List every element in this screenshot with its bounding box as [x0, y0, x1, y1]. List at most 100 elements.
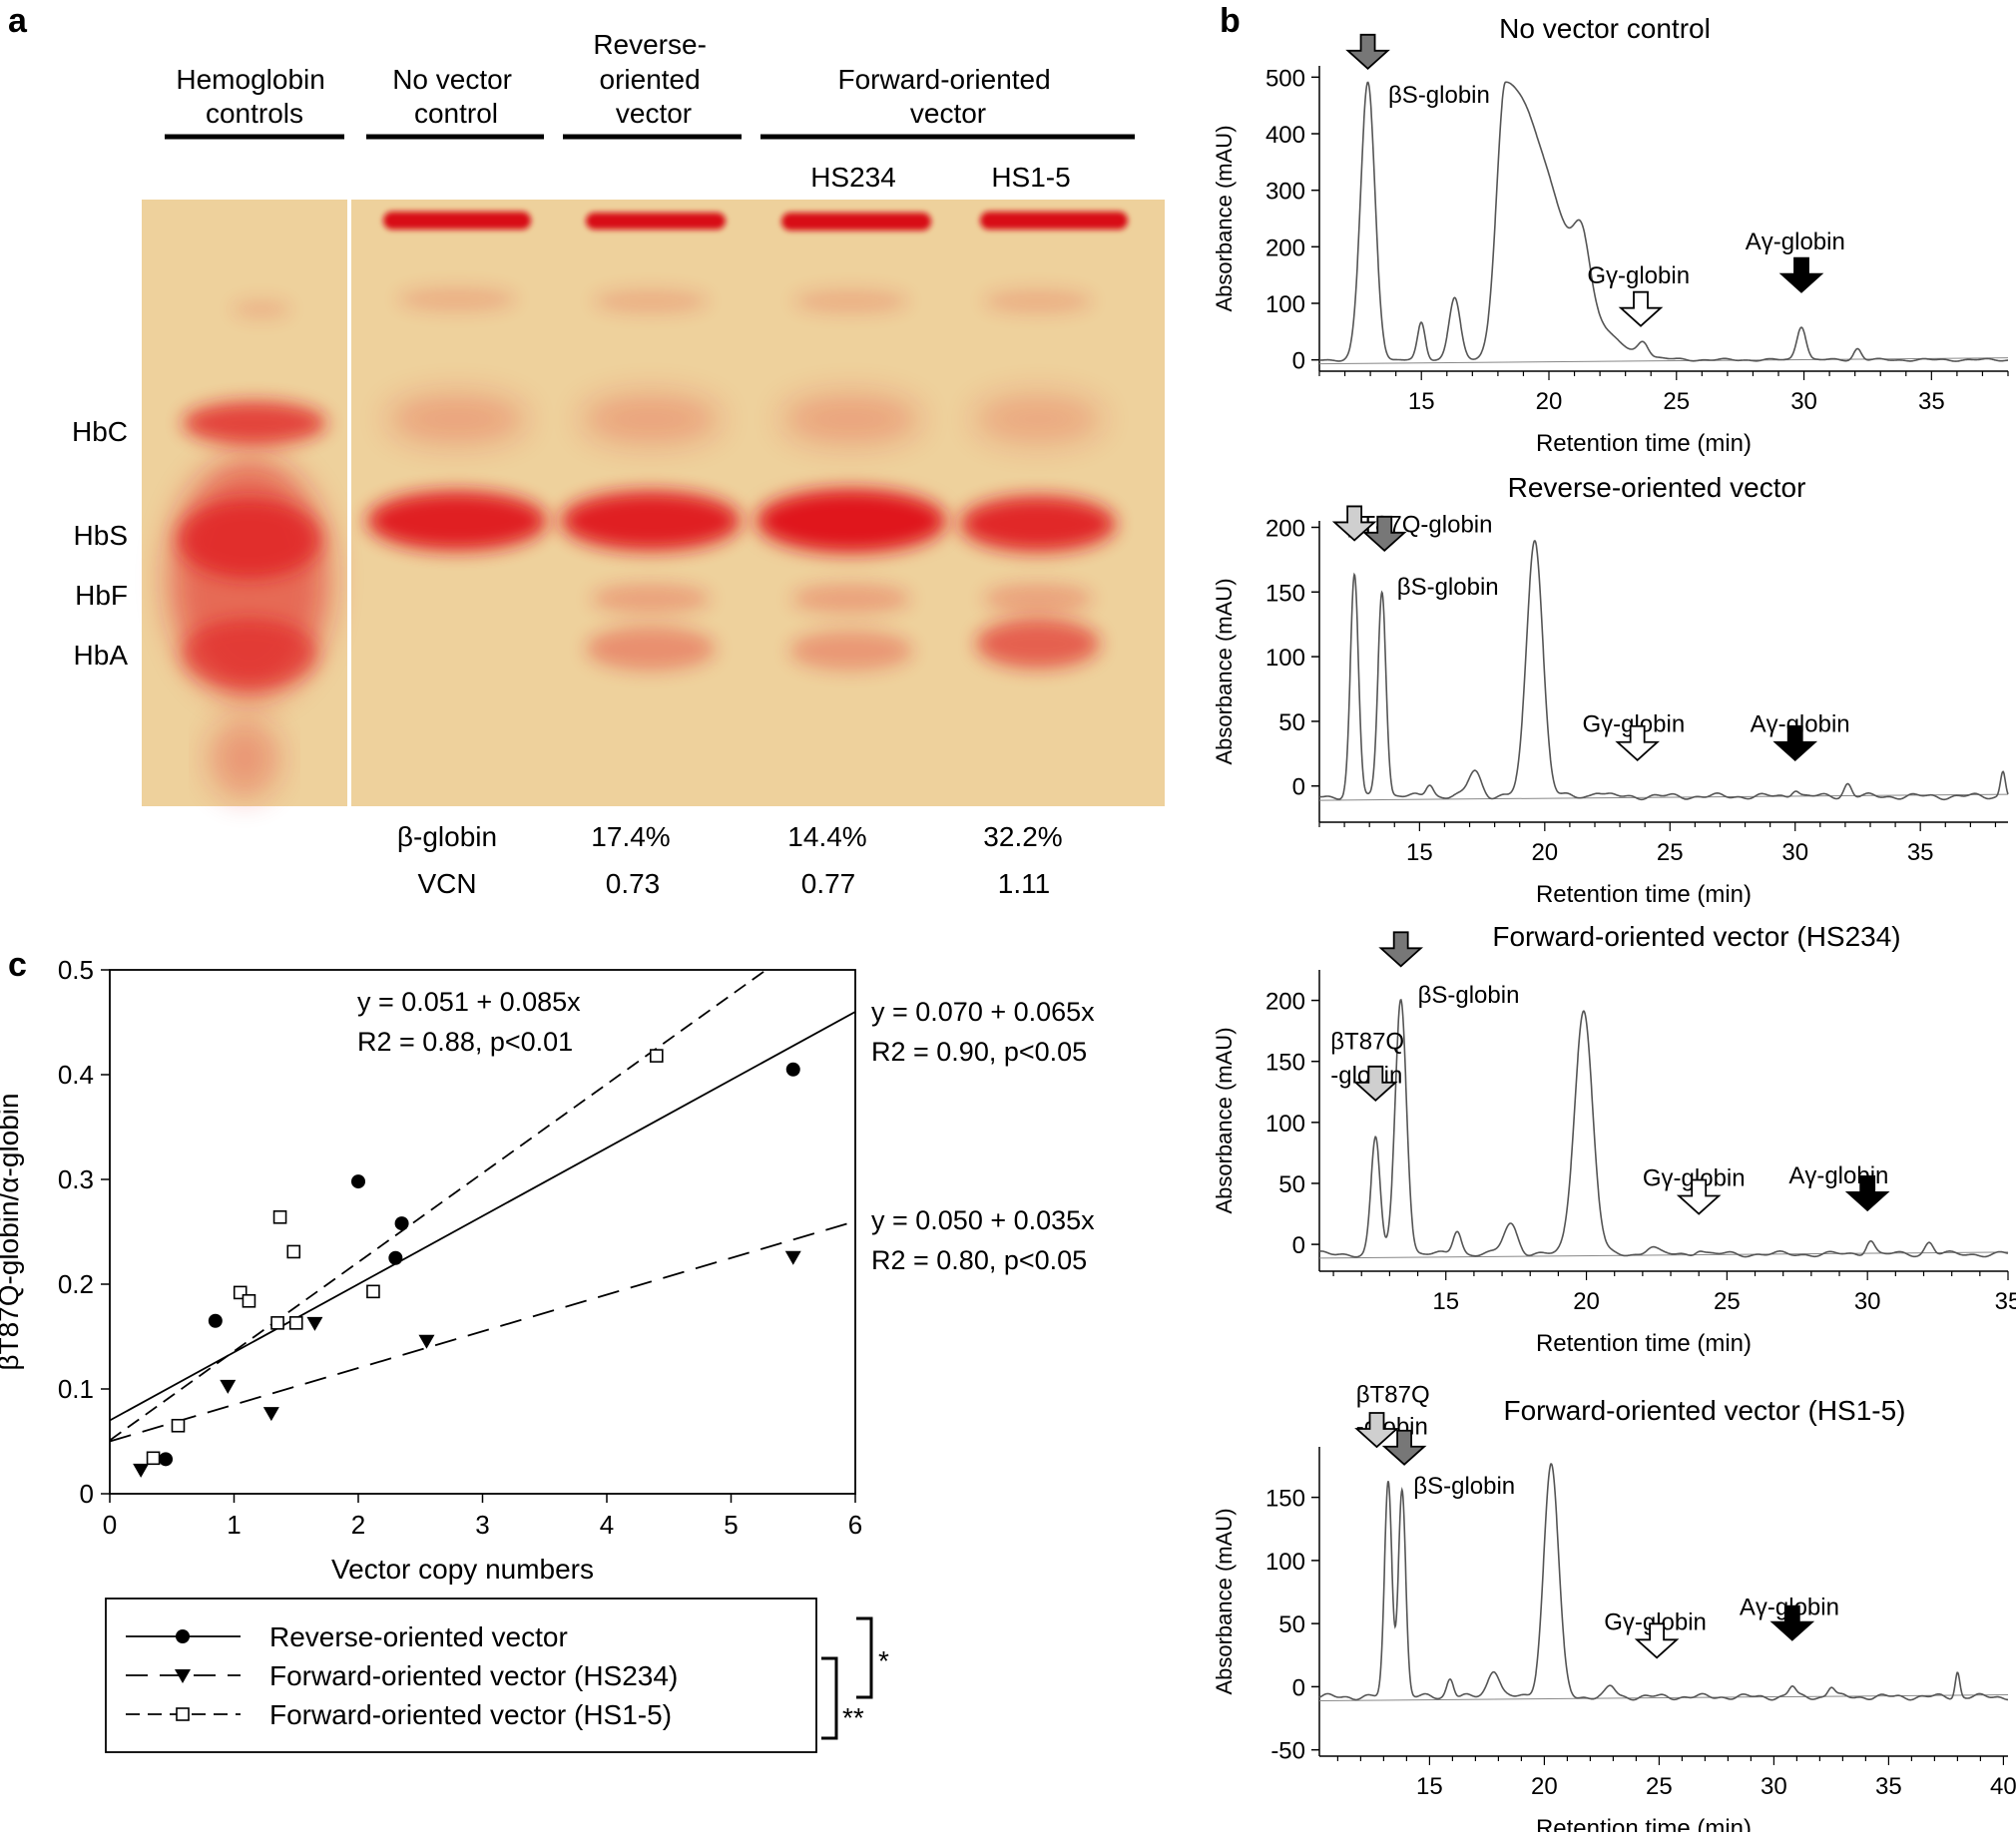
legend-marker	[176, 1707, 190, 1721]
peak-label: βT87Q	[1356, 1382, 1430, 1409]
y-tick-label: 100	[1265, 1111, 1305, 1138]
band-control-hbc	[183, 401, 326, 445]
gray-arrow-icon	[1361, 515, 1407, 553]
data-point	[159, 1452, 174, 1467]
x-tick-label: 35	[1875, 1773, 1902, 1800]
y-tick-label: 0.3	[58, 1164, 94, 1194]
group-label-line: Forward-oriented	[838, 64, 1051, 95]
hba-band	[789, 631, 913, 671]
significance-marker: *	[878, 1645, 889, 1676]
faint-band	[581, 394, 721, 444]
gray-arrow-icon	[1345, 33, 1390, 71]
x-tick-label: 15	[1408, 388, 1435, 415]
group-label-line: Hemoglobin	[176, 64, 324, 95]
y-tick-label: 0	[1292, 774, 1305, 801]
hbs-band	[756, 489, 946, 553]
x-tick-label: 25	[1646, 1773, 1673, 1800]
panel-c: c 0 0.1 0.2 0.3 0.4 0.5 0 1 2 3 4 5 6 Vector copy num…	[0, 946, 1095, 1753]
y-tick-label: 150	[1265, 580, 1305, 607]
faint-band	[973, 394, 1103, 444]
band-label-hbf: HbF	[75, 580, 128, 611]
y-tick-label: 0	[1292, 1674, 1305, 1701]
panel-label-a: a	[8, 2, 28, 40]
light-arrow-icon	[1352, 1065, 1398, 1103]
vcn-hs234: 0.77	[801, 868, 856, 899]
y-tick-label: 0.2	[58, 1269, 94, 1299]
data-point	[220, 1379, 237, 1394]
hbs-band	[960, 496, 1116, 552]
x-axis-label: Retention time (min)	[1536, 1815, 1752, 1832]
x-tick-label: 20	[1573, 1288, 1600, 1315]
fit-equation: y = 0.051 + 0.085x	[357, 987, 581, 1017]
data-point	[649, 1049, 664, 1063]
beta-globin-hs234: 14.4%	[787, 821, 866, 852]
hbf-band	[591, 584, 711, 614]
chromatogram-trace	[1318, 539, 2009, 801]
peak-label: βS-globin	[1397, 574, 1499, 601]
band-label-hbs: HbS	[74, 520, 128, 551]
data-point	[785, 1062, 800, 1077]
fit-r-squared: R2 = 0.90, p<0.05	[871, 1037, 1087, 1067]
significance-marker: **	[842, 1702, 864, 1733]
y-tick-label: 200	[1265, 989, 1305, 1016]
data-point	[394, 1216, 409, 1231]
y-axis-label: Absorbance (mAU)	[1212, 1027, 1237, 1213]
x-axis-label: Retention time (min)	[1536, 430, 1752, 457]
faint-band	[781, 394, 921, 444]
light-arrow-icon	[1354, 1412, 1399, 1449]
band-labels: HbC HbS HbF HbA	[72, 416, 128, 671]
x-tick-label: 25	[1657, 839, 1684, 866]
y-tick-label: 100	[1265, 645, 1305, 672]
row-label-beta-globin: β-globin	[397, 821, 497, 852]
y-tick-label: 300	[1265, 179, 1305, 206]
x-tick-label: 15	[1406, 839, 1433, 866]
lane-hs234	[756, 213, 946, 671]
chromatogram-trace	[1318, 1463, 2008, 1701]
gel-bands	[170, 212, 1128, 798]
y-tick-label: 0.4	[58, 1060, 94, 1090]
data-point	[270, 1316, 284, 1330]
x-tick-label: 35	[1995, 1288, 2016, 1315]
gray-arrow-icon	[1378, 931, 1424, 968]
well-band	[980, 212, 1128, 229]
peak-label: βS-globin	[1388, 82, 1490, 109]
y-tick-label: 0	[1292, 348, 1305, 375]
x-tick-label: 2	[351, 1510, 365, 1540]
significance-bracket	[821, 1656, 838, 1740]
band-label-hba: HbA	[74, 640, 129, 671]
chart-title: Forward-oriented vector (HS1-5)	[1503, 1395, 1905, 1426]
y-tick-label: 200	[1265, 515, 1305, 542]
chromatogram-trace	[1318, 81, 2008, 362]
integration-baseline	[1318, 793, 2009, 801]
data-point	[146, 1451, 161, 1466]
legend: Reverse-oriented vector Forward-oriented …	[105, 1598, 889, 1753]
band-label-hbc: HbC	[72, 416, 128, 447]
well-band	[383, 212, 531, 229]
y-tick-label: 150	[1265, 1486, 1305, 1513]
faint-band	[387, 394, 527, 444]
group-label-line: Reverse-	[593, 29, 707, 60]
y-tick-label: 50	[1278, 709, 1305, 736]
chromatogram-1: No vector control 0 100 200 300 400 500 15 20 25 3…	[1212, 13, 2009, 457]
y-tick-label: 0.1	[58, 1374, 94, 1404]
group-label-line: control	[414, 98, 498, 129]
black-arrow-icon	[1844, 1174, 1890, 1212]
y-tick-label: 400	[1265, 122, 1305, 149]
data-point	[133, 1463, 150, 1478]
panel-label-b: b	[1220, 2, 1241, 40]
data-point	[288, 1316, 303, 1330]
data-point	[366, 1284, 380, 1299]
chromatogram-trace	[1318, 998, 2009, 1258]
x-tick-label: 25	[1663, 388, 1690, 415]
peak-label: Gγ-globin	[1587, 262, 1690, 289]
legend-marker	[175, 1669, 191, 1683]
open-arrow-icon	[1615, 724, 1660, 761]
lane-separator	[347, 200, 351, 806]
x-tick-label: 4	[600, 1510, 614, 1540]
chromatogram-4: Forward-oriented vector (HS1-5) -50 0 50 100…	[1212, 1382, 2016, 1832]
data-point	[272, 1210, 287, 1224]
legend-box	[105, 1598, 817, 1753]
y-axis-label: Absorbance (mAU)	[1212, 1508, 1237, 1694]
gray-arrow-icon	[1381, 1429, 1427, 1466]
